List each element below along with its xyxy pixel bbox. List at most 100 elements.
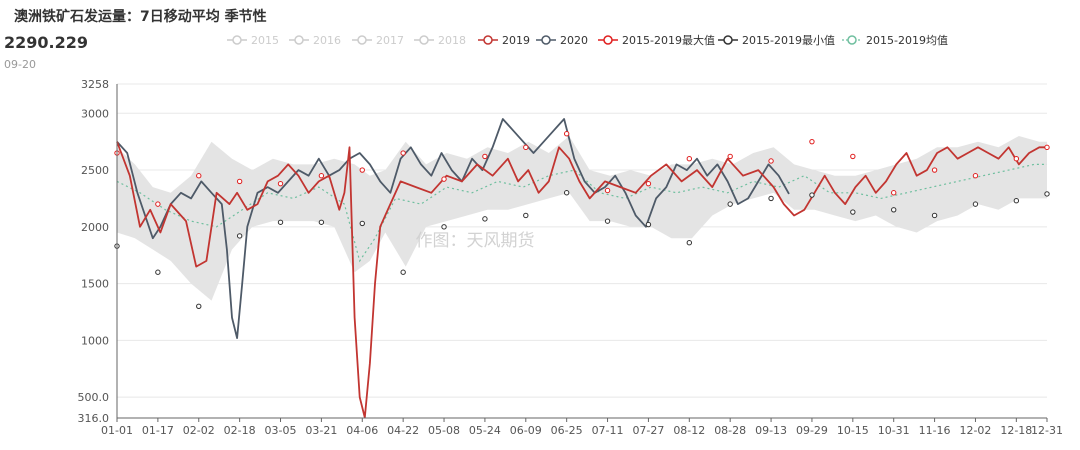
y-tick-label: 1000 — [81, 334, 109, 347]
min-point — [318, 219, 325, 225]
legend-swatch-marker — [232, 35, 242, 45]
max-point — [972, 173, 979, 179]
max-point — [931, 167, 938, 173]
max-point — [563, 131, 570, 137]
watermark: 作图：天风期货 — [416, 231, 535, 251]
x-tick-label: 09-29 — [796, 424, 828, 437]
x-tick-label: 07-27 — [632, 424, 664, 437]
x-tick-label: 04-06 — [346, 424, 378, 437]
y-tick-label: 3000 — [81, 107, 109, 120]
max-point — [768, 158, 774, 164]
legend-item-2019[interactable]: 2019 — [478, 34, 530, 47]
x-tick-label: 09-13 — [755, 424, 787, 437]
x-tick-label: 04-22 — [387, 424, 419, 437]
legend-label: 2015-2019最大值 — [622, 33, 715, 47]
min-point — [523, 212, 529, 219]
y-tick-label: 2000 — [81, 221, 109, 234]
x-tick-label: 08-12 — [673, 424, 705, 437]
min-point — [441, 224, 447, 230]
y-tick-label: 316.0 — [78, 412, 110, 425]
legend-label: 2017 — [376, 34, 404, 47]
min-point — [196, 303, 202, 309]
series-2019-line — [116, 141, 1047, 419]
series-lines — [116, 118, 1047, 419]
grid — [117, 83, 1047, 419]
legend-item-2015-2019最大值[interactable]: 2015-2019最大值 — [598, 33, 715, 47]
min-point — [359, 220, 365, 227]
series-2020-line — [116, 118, 790, 339]
x-tick-label: 02-02 — [183, 424, 215, 437]
min-point — [931, 212, 938, 219]
x-tick-label: 08-28 — [714, 424, 746, 437]
legend-swatch-marker — [483, 35, 493, 45]
max-point — [809, 138, 815, 145]
max-point — [318, 173, 325, 179]
min-point — [400, 269, 406, 275]
min-point — [563, 190, 570, 196]
min-point — [645, 221, 652, 228]
series-avg-line — [116, 163, 1047, 263]
max-point — [645, 180, 652, 187]
max-point — [236, 178, 243, 185]
legend-swatch-marker — [294, 35, 304, 45]
min-point — [1044, 191, 1050, 197]
x-tick-label: 10-15 — [837, 424, 869, 437]
max-point — [400, 150, 406, 156]
range-band — [117, 136, 1047, 301]
last-date: 09-20 — [4, 58, 36, 71]
legend-item-2015[interactable]: 2015 — [227, 34, 279, 47]
x-tick-label: 12-02 — [959, 424, 991, 437]
min-point — [155, 269, 161, 275]
range-band-area — [117, 136, 1047, 301]
max-point — [1013, 156, 1020, 162]
legend-item-2017[interactable]: 2017 — [352, 34, 404, 47]
x-tick-label: 03-05 — [265, 424, 297, 437]
x-tick-label: 02-18 — [224, 424, 256, 437]
min-point — [604, 218, 611, 224]
max-point — [727, 153, 733, 160]
x-tick-label: 06-25 — [551, 424, 583, 437]
max-point — [891, 190, 897, 196]
legend-label: 2016 — [313, 34, 341, 47]
x-tick-label: 01-17 — [142, 424, 174, 437]
legend-item-2015-2019均值[interactable]: 2015-2019均值 — [842, 34, 948, 47]
series-markers — [114, 131, 1050, 309]
y-tick-label: 500.0 — [78, 391, 110, 404]
last-value: 2290.229 — [4, 33, 89, 52]
x-tick-label: 05-08 — [428, 424, 460, 437]
legend-swatch-marker — [603, 35, 613, 45]
max-point — [359, 167, 365, 173]
legend-item-2020[interactable]: 2020 — [536, 34, 588, 47]
x-tick-label: 01-01 — [101, 424, 133, 437]
x-tick-label: 07-11 — [592, 424, 624, 437]
x-tick-label: 12-18 — [1000, 424, 1032, 437]
min-point — [482, 216, 488, 222]
legend-swatch-marker — [723, 35, 733, 45]
max-point — [155, 201, 161, 207]
legend: 2015 2016 2017 2018 2019 2020 2015-2019最大值 2015… — [227, 33, 948, 47]
legend-item-2015-2019最小值[interactable]: 2015-2019最小值 — [718, 34, 835, 47]
legend-label: 2015-2019均值 — [866, 34, 948, 47]
y-tick-label: 1500 — [81, 278, 109, 291]
legend-swatch-marker — [357, 35, 367, 45]
x-tick-label: 03-21 — [305, 424, 337, 437]
x-tick-label: 05-24 — [469, 424, 501, 437]
page-title: 澳洲铁矿石发运量：7日移动平均 季节性 — [14, 9, 267, 25]
max-point — [482, 153, 488, 160]
legend-item-2018[interactable]: 2018 — [414, 34, 466, 47]
max-point — [686, 156, 693, 162]
max-point — [441, 176, 447, 182]
y-tick-label: 3258 — [81, 78, 109, 91]
max-point — [196, 173, 202, 179]
legend-label: 2018 — [438, 34, 466, 47]
min-point — [236, 233, 243, 239]
legend-label: 2020 — [560, 34, 588, 47]
legend-item-2016[interactable]: 2016 — [289, 34, 341, 47]
legend-swatch-marker — [419, 35, 429, 45]
legend-label: 2019 — [502, 34, 530, 47]
x-tick-label: 10-31 — [878, 424, 910, 437]
y-tick-label: 2500 — [81, 164, 109, 177]
min-point — [277, 219, 284, 225]
legend-swatch-marker — [847, 35, 857, 45]
